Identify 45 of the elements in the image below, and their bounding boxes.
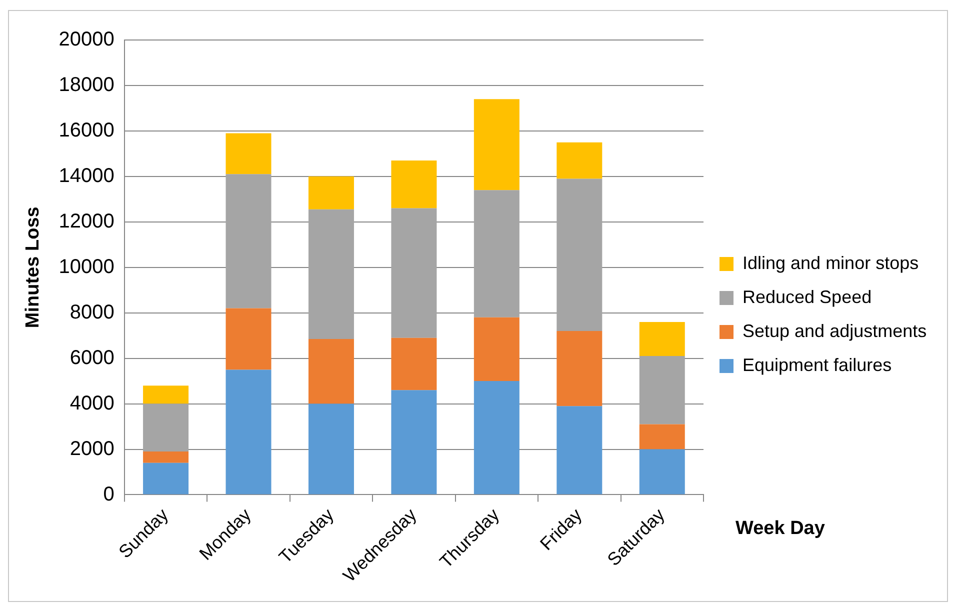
y-tick-label: 10000 [58,256,114,278]
bar [391,390,437,494]
bar [391,160,437,208]
x-axis-title: Week Day [736,518,826,539]
bar [226,133,272,174]
bar [639,356,685,424]
bar [308,176,354,210]
y-tick-label: 2000 [70,438,114,460]
bar [226,370,272,494]
bar [639,449,685,494]
bar [474,190,520,318]
y-tick-label: 0 [103,483,114,506]
bar [474,99,520,190]
bar [474,317,520,382]
legend-label: Reduced Speed [742,286,872,307]
bar [391,338,437,390]
y-tick-label: 18000 [58,74,114,96]
bar [308,404,354,494]
bar [556,406,602,494]
bar [391,208,437,338]
y-tick-label: 8000 [70,301,114,324]
bar [308,338,354,404]
bar [143,452,189,463]
bar [226,174,272,308]
y-tick-label: 6000 [70,346,114,369]
bar [639,322,685,356]
bar [639,424,685,450]
bar [474,381,520,494]
legend-label: Idling and minor stops [742,252,919,273]
y-tick-label: 14000 [58,164,114,187]
legend-label: Equipment failures [742,354,892,375]
y-axis-title: Minutes Loss [22,206,44,328]
bar [226,308,272,370]
bar [308,209,354,339]
y-tick-label: 4000 [70,392,114,414]
bar [143,386,189,404]
bar [556,331,602,406]
legend-label: Setup and adjustments [742,320,927,341]
bar [556,178,602,332]
bar [143,404,189,452]
y-tick-label: 20000 [58,28,114,51]
bar [143,462,189,494]
bar [556,142,602,179]
y-tick-label: 12000 [58,210,114,232]
y-tick-label: 16000 [58,119,114,142]
